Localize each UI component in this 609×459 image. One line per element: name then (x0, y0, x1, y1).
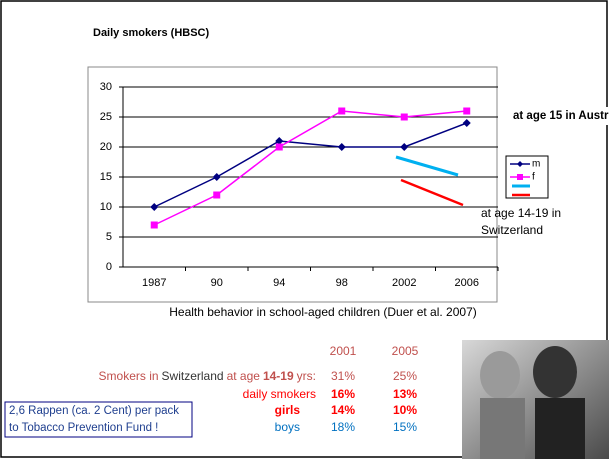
cell: 18% (331, 420, 355, 434)
x-tick-label: 94 (273, 277, 285, 289)
cell: 31% (331, 369, 355, 383)
x-tick-label: 1987 (142, 277, 166, 289)
column-header: 2005 (392, 344, 419, 358)
x-tick-label: 98 (336, 277, 348, 289)
cell: 16% (331, 387, 355, 401)
y-tick-label: 25 (100, 111, 112, 123)
row-label-part: Switzerland (162, 369, 224, 383)
legend-label: f (532, 172, 535, 183)
photo-detail (533, 346, 577, 398)
legend-label: m (532, 159, 540, 170)
note: 2,6 Rappen (ca. 2 Cent) per pack to Toba… (9, 403, 191, 437)
photo-detail (535, 398, 585, 459)
marker (276, 144, 283, 151)
y-tick-label: 15 (100, 171, 112, 183)
column-header: 2001 (330, 344, 357, 358)
cell: 10% (393, 403, 417, 417)
legend-marker (517, 174, 523, 180)
marker (401, 114, 408, 121)
y-tick-label: 0 (106, 261, 112, 273)
chart-title: Daily smokers (HBSC) (93, 27, 209, 39)
chart-caption: Health behavior in school-aged children … (169, 305, 477, 319)
y-tick-label: 20 (100, 141, 112, 153)
marker (213, 192, 220, 199)
slide: Daily smokers (HBSC) Health behavior in … (0, 0, 609, 459)
row-label: daily smokers (243, 387, 316, 401)
y-tick-label: 10 (100, 201, 112, 213)
x-tick-label: 2002 (392, 277, 416, 289)
row-label-part: 14-19 (263, 369, 294, 383)
cell: 15% (393, 420, 417, 434)
row-label: girls (275, 403, 301, 417)
annotation: at age 15 in Austria (513, 110, 609, 122)
row-label: boys (275, 420, 300, 434)
cell: 25% (393, 369, 417, 383)
x-tick-label: 2006 (455, 277, 479, 289)
annotation: at age 14-19 in Switzerland (481, 205, 591, 239)
photo-detail (480, 398, 525, 459)
row-label-part: Smokers in (99, 369, 159, 383)
row-label-part: yrs: (297, 369, 316, 383)
y-tick-label: 5 (106, 231, 112, 243)
y-tick-label: 30 (100, 81, 112, 93)
photo-detail (480, 351, 520, 399)
row-label-part: at age (227, 369, 261, 383)
cell: 14% (331, 403, 355, 417)
marker (338, 108, 345, 115)
marker (151, 222, 158, 229)
x-tick-label: 90 (211, 277, 223, 289)
cell: 13% (393, 387, 417, 401)
marker (463, 108, 470, 115)
